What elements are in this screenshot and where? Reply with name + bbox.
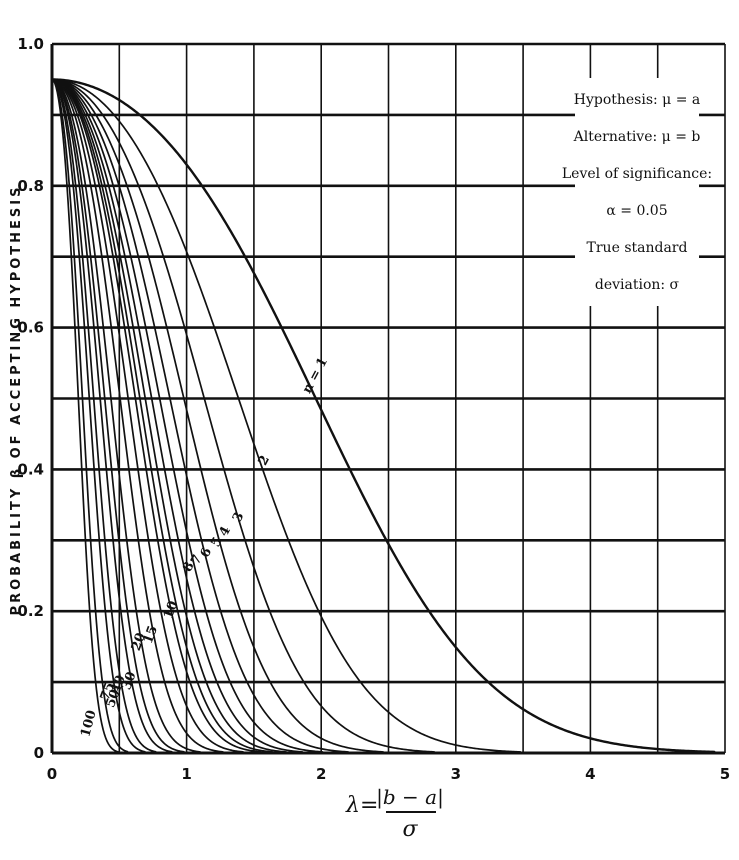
y-axis-label: PROBABILITY β OF ACCEPTING HYPOTHESIS: [9, 185, 24, 616]
y-tick-label: 0.6: [17, 319, 44, 337]
curve-label: 10: [161, 599, 181, 621]
oc-curve: [51, 78, 130, 754]
annotation-line: α = 0.05: [606, 203, 667, 219]
x-axis-label: λ= |b − a| σ: [345, 785, 444, 842]
x-tick-label: 5: [720, 765, 730, 783]
oc-curve: [51, 78, 717, 754]
x-tick-label: 0: [47, 765, 57, 783]
oc-curve: [51, 78, 351, 754]
x-tick-labels: 0 1 2 3 4 5: [47, 765, 730, 783]
annotation-line: Hypothesis: μ = a: [574, 92, 701, 108]
curve-label: 5: [208, 535, 225, 550]
y-tick-label: 0: [34, 744, 44, 762]
y-tick-label: 0.2: [17, 602, 44, 620]
oc-curve: [51, 78, 147, 754]
oc-curve: [51, 78, 289, 754]
y-tick-label: 1.0: [17, 35, 44, 53]
oc-curves: [51, 78, 717, 754]
y-tick-labels: 0 0.2 0.4 0.6 0.8 1.0: [17, 35, 44, 762]
curve-label: 3: [230, 510, 247, 525]
curve-label: 15: [141, 624, 161, 646]
oc-curve: [51, 78, 305, 754]
oc-curve: [51, 78, 202, 754]
annotation-box: [575, 78, 699, 306]
x-tick-label: 1: [181, 765, 191, 783]
annotation-line: deviation: σ: [595, 277, 680, 293]
x-axis-label-prefix: λ=: [345, 793, 378, 818]
oc-curve: [51, 78, 246, 754]
curve-label: 50: [103, 688, 123, 710]
oc-curve: [51, 78, 385, 754]
oc-curve: [51, 78, 263, 754]
oc-curve: [51, 78, 120, 754]
curve-label: 20: [129, 631, 149, 653]
oc-curve: [51, 78, 225, 754]
x-tick-label: 4: [585, 765, 595, 783]
oc-curve: [51, 78, 523, 754]
oc-curve: [51, 78, 325, 754]
y-tick-label: 0.8: [17, 177, 44, 195]
axes: [50, 44, 725, 755]
annotation-line: True standard: [587, 240, 688, 256]
x-axis-label-numerator: |b − a|: [376, 785, 444, 810]
oc-curve: [51, 78, 275, 754]
y-tick-label: 0.4: [17, 460, 44, 478]
curve-label: 2: [256, 453, 273, 468]
oc-curve: [51, 78, 158, 754]
curve-label: 30: [119, 670, 139, 692]
oc-curve: [51, 78, 174, 754]
annotation-line: Alternative: μ = b: [573, 129, 701, 145]
annotation-line: Level of significance:: [562, 166, 712, 182]
oc-curve: [51, 78, 437, 754]
annotation: Hypothesis: μ = a Alternative: μ = b Level…: [562, 92, 712, 293]
oc-curve: [51, 78, 186, 754]
curve-label: 100: [78, 709, 100, 739]
curve-label: 75: [98, 680, 118, 702]
x-axis-label-denominator: σ: [402, 817, 418, 842]
x-tick-label: 3: [451, 765, 461, 783]
curve-label: 40: [109, 673, 129, 695]
x-tick-label: 2: [316, 765, 326, 783]
